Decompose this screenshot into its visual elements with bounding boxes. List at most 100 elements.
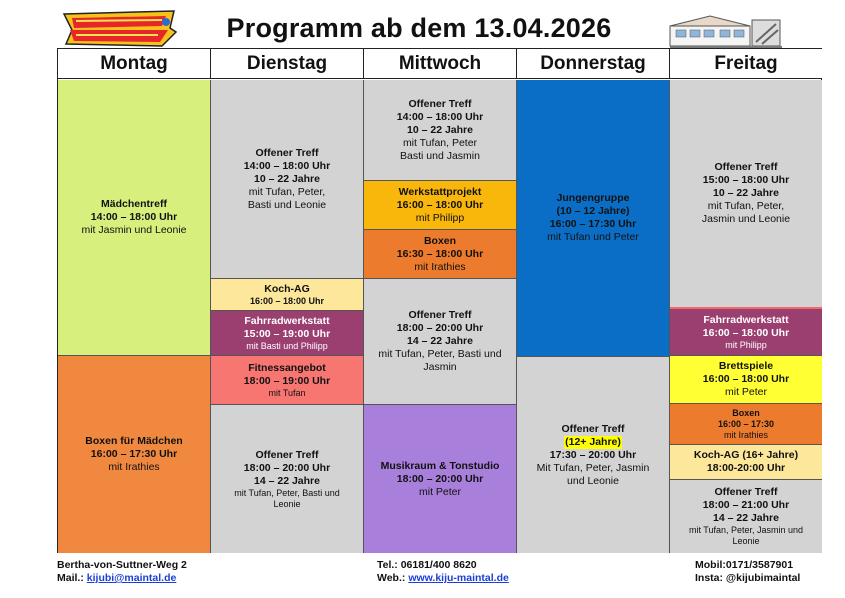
day-header-mittwoch: Mittwoch: [364, 49, 517, 79]
activity-name: Boxen: [732, 407, 760, 418]
activity-staff: mit Tufan und Peter: [547, 231, 639, 243]
activity-time: 15:00 – 18:00 Uhr: [702, 174, 790, 186]
activity-name: Offener Treff: [255, 146, 319, 159]
footer-address-block: Bertha-von-Suttner-Weg 2 Mail.: kijubi@m…: [57, 559, 187, 585]
footer-address: Bertha-von-Suttner-Weg 2: [57, 559, 187, 571]
activity-time: 18:00 – 19:00 Uhr: [243, 374, 331, 387]
activity-staff: Basti und Jasmin: [400, 149, 480, 162]
activity-staff: mit Philipp: [725, 339, 767, 350]
activity-staff: und Leonie: [567, 474, 619, 487]
footer-contact-block: Tel.: 06181/400 8620 Web.: www.kiju-main…: [377, 559, 509, 585]
slot-donnerstag-offener-treff: Offener Treff (12+ Jahre) 17:30 – 20:00 …: [517, 357, 670, 553]
footer-social-block: Mobil:0171/3587901 Insta: @kijubimaintal: [695, 559, 800, 585]
day-header-montag: Montag: [58, 49, 211, 79]
activity-time: 18:00 – 21:00 Uhr: [702, 499, 790, 511]
activity-name: Koch-AG (16+ Jahre): [693, 449, 799, 461]
activity-staff: Basti und Leonie: [247, 198, 327, 211]
activity-time: 17:30 – 20:00 Uhr: [549, 448, 637, 461]
slot-freitag-brettspiele: Brettspiele 16:00 – 18:00 Uhr mit Peter: [670, 356, 822, 404]
activity-staff: mit Peter: [724, 386, 767, 398]
kijubi-logo-icon: [62, 8, 178, 48]
slot-donnerstag-jungengruppe: Jungengruppe (10 – 12 Jahre) 16:00 – 17:…: [517, 80, 670, 357]
footer-mail-label: Mail.:: [57, 572, 84, 584]
activity-staff: mit Irathies: [414, 260, 466, 273]
activity-name: Offener Treff: [714, 486, 778, 498]
activity-time: 16:00 – 18:00 Uhr: [396, 198, 484, 211]
slot-mittwoch-offener-treff-1: Offener Treff 14:00 – 18:00 Uhr 10 – 22 …: [364, 80, 517, 181]
activity-age: (10 – 12 Jahre): [556, 205, 630, 217]
footer-mail-line: Mail.: kijubi@maintal.de: [57, 572, 187, 585]
activity-time: 16:00 – 17:30 Uhr: [549, 218, 637, 230]
slot-dienstag-offener-treff-2: Offener Treff 18:00 – 20:00 Uhr 14 – 22 …: [211, 405, 364, 553]
schedule-table: Montag Dienstag Mittwoch Donnerstag Frei…: [57, 48, 822, 553]
activity-name: Jungengruppe: [556, 192, 630, 204]
footer-web-label: Web.:: [377, 572, 406, 584]
slot-freitag-fahrradwerkstatt: Fahrradwerkstatt 16:00 – 18:00 Uhr mit P…: [670, 309, 822, 356]
activity-staff: Jasmin: [423, 361, 457, 373]
slot-dienstag-fitnessangebot: Fitnessangebot 18:00 – 19:00 Uhr mit Tuf…: [211, 356, 364, 405]
activity-name: Fahrradwerkstatt: [703, 313, 789, 326]
activity-name: Brettspiele: [718, 360, 774, 372]
footer-tel: Tel.: 06181/400 8620: [377, 559, 477, 571]
slot-freitag-offener-treff-1: Offener Treff 15:00 – 18:00 Uhr 10 – 22 …: [670, 80, 822, 309]
activity-name: Boxen für Mädchen: [85, 435, 183, 447]
slot-dienstag-fahrradwerkstatt: Fahrradwerkstatt 15:00 – 19:00 Uhr mit B…: [211, 311, 364, 356]
slot-freitag-boxen: Boxen 16:00 – 17:30 mit Irathies: [670, 404, 822, 445]
activity-staff: Leonie: [273, 498, 301, 509]
activity-time: 18:00 – 20:00 Uhr: [396, 472, 484, 485]
activity-staff: Jasmin und Leonie: [701, 213, 791, 225]
activity-age: 10 – 22 Jahre: [407, 123, 473, 136]
activity-staff: mit Tufan, Peter, Basti und: [234, 487, 340, 498]
activity-time: 16:00 – 18:00 Uhr: [702, 326, 790, 339]
activity-time: 16:00 – 18:00 Uhr: [702, 373, 790, 385]
activity-age: 10 – 22 Jahre: [254, 172, 320, 185]
activity-name: Musikraum & Tonstudio: [380, 459, 500, 472]
activity-name: Fitnessangebot: [248, 361, 326, 374]
footer-web-link[interactable]: www.kiju-maintal.de: [408, 572, 509, 584]
activity-name: Fahrradwerkstatt: [244, 314, 330, 327]
activity-staff: mit Tufan, Peter, Basti und: [378, 348, 502, 360]
activity-staff: Leonie: [732, 536, 760, 546]
building-icon: [668, 12, 784, 48]
activity-name: Offener Treff: [714, 161, 778, 173]
activity-staff: mit Philipp: [415, 211, 465, 224]
activity-time: 16:00 – 18:00 Uhr: [249, 295, 325, 306]
activity-name: Offener Treff: [255, 448, 319, 461]
slot-montag-maedchentreff: Mädchentreff 14:00 – 18:00 Uhr mit Jasmi…: [58, 80, 211, 356]
activity-staff: mit Irathies: [723, 429, 768, 440]
day-header-freitag: Freitag: [670, 49, 822, 79]
activity-name: Koch-AG: [264, 282, 310, 295]
activity-name: Offener Treff: [408, 97, 472, 110]
activity-staff: mit Tufan, Peter,: [707, 200, 785, 212]
footer-web-line: Web.: www.kiju-maintal.de: [377, 572, 509, 585]
slot-dienstag-koch-ag: Koch-AG 16:00 – 18:00 Uhr: [211, 279, 364, 311]
day-header-donnerstag: Donnerstag: [517, 49, 670, 79]
slot-dienstag-offener-treff-1: Offener Treff 14:00 – 18:00 Uhr 10 – 22 …: [211, 80, 364, 279]
activity-staff: mit Basti und Philipp: [246, 340, 328, 351]
slot-mittwoch-offener-treff-2: Offener Treff 18:00 – 20:00 Uhr 14 – 22 …: [364, 279, 517, 405]
slot-mittwoch-boxen: Boxen 16:30 – 18:00 Uhr mit Irathies: [364, 230, 517, 279]
day-header-dienstag: Dienstag: [211, 49, 364, 79]
activity-name: Offener Treff: [561, 422, 625, 435]
activity-name: Werkstattprojekt: [398, 185, 482, 198]
activity-age: 14 – 22 Jahre: [713, 512, 779, 524]
activity-age: 14 – 22 Jahre: [254, 474, 320, 487]
activity-time: 15:00 – 19:00 Uhr: [243, 327, 331, 340]
activity-staff: mit Tufan: [268, 387, 306, 398]
activity-staff: mit Tufan, Peter, Jasmin und: [688, 525, 804, 535]
footer-mail-link[interactable]: kijubi@maintal.de: [86, 572, 177, 584]
activity-time: 14:00 – 18:00 Uhr: [396, 110, 484, 123]
activity-age: 10 – 22 Jahre: [713, 187, 779, 199]
slot-montag-boxen: Boxen für Mädchen 16:00 – 17:30 Uhr mit …: [58, 356, 211, 553]
activity-time: 18:00-20:00 Uhr: [706, 462, 786, 474]
activity-age: 14 – 22 Jahre: [407, 335, 473, 347]
footer-insta: Insta: @kijubimaintal: [695, 572, 801, 584]
activity-time: 18:00 – 20:00 Uhr: [396, 322, 484, 334]
activity-staff: mit Tufan, Peter,: [248, 185, 326, 198]
activity-name: Offener Treff: [408, 309, 472, 321]
activity-time: 16:00 – 17:30: [717, 418, 775, 429]
activity-time: 14:00 – 18:00 Uhr: [243, 159, 331, 172]
activity-time: 16:30 – 18:00 Uhr: [396, 247, 484, 260]
activity-time: 18:00 – 20:00 Uhr: [243, 461, 331, 474]
activity-time: 14:00 – 18:00 Uhr: [90, 211, 178, 223]
